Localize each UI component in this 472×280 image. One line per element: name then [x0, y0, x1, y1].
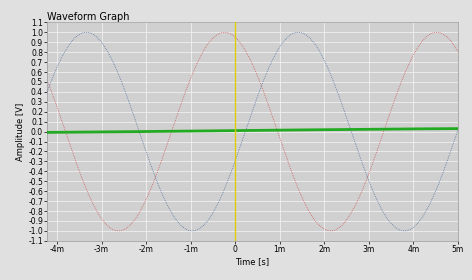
Text: Waveform Graph: Waveform Graph: [47, 12, 130, 22]
X-axis label: Time [s]: Time [s]: [236, 257, 270, 266]
Y-axis label: Amplitude [V]: Amplitude [V]: [17, 102, 25, 161]
